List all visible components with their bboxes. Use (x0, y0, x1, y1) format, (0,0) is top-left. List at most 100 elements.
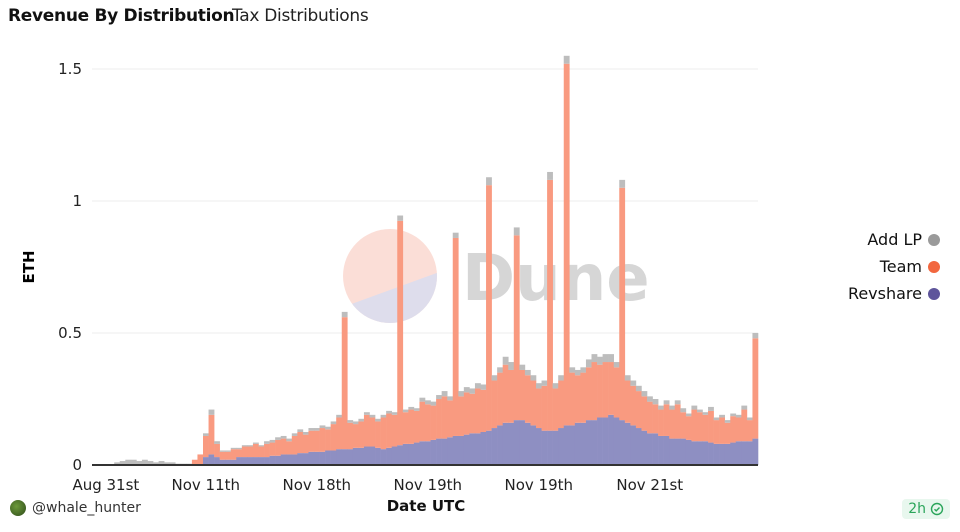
bar-team[interactable] (658, 409, 664, 436)
bar-team[interactable] (591, 362, 598, 421)
bar-team[interactable] (635, 391, 642, 429)
bar-team[interactable] (297, 432, 304, 454)
bar-add-lp[interactable] (469, 388, 476, 394)
bar-revshare[interactable] (574, 422, 581, 465)
bar-team[interactable] (552, 388, 559, 431)
bar-revshare[interactable] (602, 417, 609, 465)
bar-revshare[interactable] (585, 420, 592, 465)
bar-revshare[interactable] (236, 457, 243, 465)
bar-revshare[interactable] (225, 459, 232, 465)
bar-add-lp[interactable] (275, 437, 281, 440)
bar-team[interactable] (746, 420, 753, 442)
bar-add-lp[interactable] (397, 215, 404, 221)
bar-add-lp[interactable] (336, 414, 343, 418)
bar-add-lp[interactable] (663, 400, 670, 405)
bar-team[interactable] (719, 417, 725, 444)
bar-add-lp[interactable] (252, 442, 259, 444)
bar-add-lp[interactable] (291, 433, 298, 436)
bar-add-lp[interactable] (491, 375, 498, 381)
bar-revshare[interactable] (219, 459, 226, 465)
bar-add-lp[interactable] (436, 395, 442, 399)
bar-add-lp[interactable] (741, 405, 748, 410)
bar-team[interactable] (425, 404, 431, 442)
bar-add-lp[interactable] (685, 413, 692, 417)
bar-team[interactable] (674, 404, 681, 439)
bar-revshare[interactable] (741, 441, 748, 465)
bar-revshare[interactable] (214, 457, 220, 465)
bar-add-lp[interactable] (325, 426, 331, 430)
bar-team[interactable] (191, 459, 198, 465)
bar-team[interactable] (275, 439, 281, 456)
bar-revshare[interactable] (463, 434, 470, 465)
bar-team[interactable] (347, 422, 354, 450)
bar-team[interactable] (280, 438, 287, 455)
bar-team[interactable] (519, 369, 526, 421)
bar-revshare[interactable] (713, 443, 720, 465)
bar-revshare[interactable] (291, 454, 298, 465)
bar-team[interactable] (197, 454, 204, 465)
bar-revshare[interactable] (336, 449, 343, 465)
bar-add-lp[interactable] (635, 385, 642, 392)
bar-revshare[interactable] (452, 435, 459, 465)
bar-add-lp[interactable] (330, 421, 337, 425)
bar-revshare[interactable] (746, 441, 753, 465)
bar-revshare[interactable] (252, 457, 259, 465)
bar-team[interactable] (264, 443, 270, 458)
bar-team[interactable] (580, 372, 587, 423)
bar-revshare[interactable] (297, 453, 304, 465)
bar-add-lp[interactable] (402, 409, 409, 413)
bar-add-lp[interactable] (458, 391, 465, 397)
legend-item-add-lp[interactable]: Add LP (848, 226, 940, 253)
bar-add-lp[interactable] (230, 447, 237, 450)
author-link[interactable]: @whale_hunter (10, 500, 141, 516)
bar-add-lp[interactable] (358, 418, 365, 422)
bar-add-lp[interactable] (269, 439, 276, 443)
bar-revshare[interactable] (302, 453, 309, 465)
bar-add-lp[interactable] (480, 384, 487, 390)
bar-team[interactable] (663, 404, 670, 436)
bar-revshare[interactable] (641, 430, 648, 465)
bar-revshare[interactable] (247, 457, 254, 465)
bar-team[interactable] (513, 235, 520, 421)
bar-team[interactable] (558, 380, 565, 429)
bar-revshare[interactable] (552, 430, 559, 465)
bar-team[interactable] (647, 401, 653, 434)
bar-team[interactable] (225, 451, 232, 460)
bar-team[interactable] (369, 417, 376, 447)
bar-team[interactable] (547, 179, 553, 431)
bar-add-lp[interactable] (547, 171, 553, 180)
bar-add-lp[interactable] (541, 380, 548, 386)
bar-add-lp[interactable] (363, 412, 370, 415)
bar-revshare[interactable] (619, 420, 626, 465)
bar-team[interactable] (291, 435, 298, 455)
bar-revshare[interactable] (325, 450, 331, 465)
bar-add-lp[interactable] (419, 397, 426, 402)
bar-add-lp[interactable] (214, 441, 220, 444)
bar-revshare[interactable] (413, 442, 420, 465)
chart-subtitle-tab[interactable]: Tax Distributions (232, 6, 369, 26)
bar-add-lp[interactable] (219, 450, 226, 452)
legend-item-revshare[interactable]: Revshare (848, 280, 940, 307)
bar-revshare[interactable] (735, 441, 742, 465)
bar-revshare[interactable] (469, 433, 476, 465)
bar-revshare[interactable] (486, 430, 492, 465)
bar-revshare[interactable] (624, 422, 631, 465)
bar-team[interactable] (541, 385, 548, 431)
bar-revshare[interactable] (386, 447, 392, 465)
bar-team[interactable] (380, 417, 387, 450)
bar-add-lp[interactable] (508, 362, 515, 370)
bar-revshare[interactable] (536, 428, 542, 465)
bar-team[interactable] (508, 369, 515, 423)
bar-add-lp[interactable] (441, 391, 448, 397)
bar-team[interactable] (419, 401, 426, 442)
bar-team[interactable] (319, 428, 326, 452)
bar-add-lp[interactable] (613, 362, 620, 368)
bar-add-lp[interactable] (513, 227, 520, 236)
bar-revshare[interactable] (580, 422, 587, 465)
bar-team[interactable] (608, 362, 614, 415)
bar-team[interactable] (203, 435, 209, 458)
bar-team[interactable] (308, 430, 315, 452)
bar-add-lp[interactable] (130, 459, 137, 465)
bar-team[interactable] (680, 412, 687, 439)
bar-add-lp[interactable] (463, 387, 470, 393)
